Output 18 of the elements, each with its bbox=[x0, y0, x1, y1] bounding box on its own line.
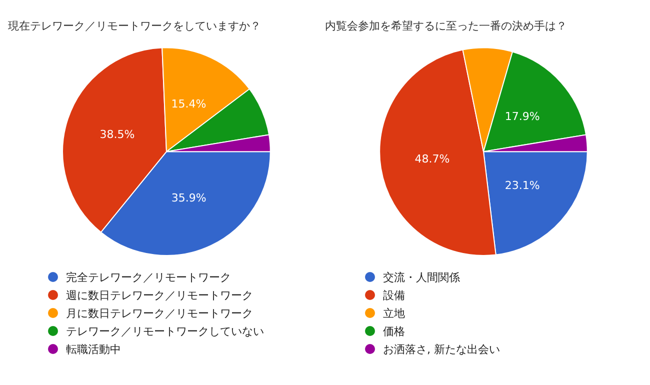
data-label: 48.7% bbox=[414, 152, 450, 166]
legend-label: 立地 bbox=[383, 306, 405, 320]
legend-label: 月に数日テレワーク／リモートワーク bbox=[66, 306, 253, 320]
legend-label: 価格 bbox=[383, 324, 405, 338]
legend-label: 転職活動中 bbox=[66, 342, 121, 356]
data-label: 15.4% bbox=[171, 97, 206, 110]
data-label: 23.1% bbox=[504, 178, 540, 192]
chart-title: 内覧会参加を希望するに至った一番の決め手は？ bbox=[325, 19, 567, 32]
legend-label: 設備 bbox=[383, 288, 405, 302]
data-label: 38.5% bbox=[100, 128, 135, 142]
legend-label: お洒落さ, 新たな出会い bbox=[383, 342, 500, 356]
legend-label: テレワーク／リモートワークしていない bbox=[66, 324, 264, 338]
legend-label: 完全テレワーク／リモートワーク bbox=[66, 270, 231, 284]
legend-label: 交流・人間関係 bbox=[383, 270, 460, 284]
legend-label: 週に数日テレワーク／リモートワーク bbox=[66, 288, 253, 302]
chart-title: 現在テレワーク／リモートワークをしていますか？ bbox=[8, 19, 261, 32]
data-label: 17.9% bbox=[504, 110, 540, 123]
data-label: 35.9% bbox=[171, 191, 206, 204]
